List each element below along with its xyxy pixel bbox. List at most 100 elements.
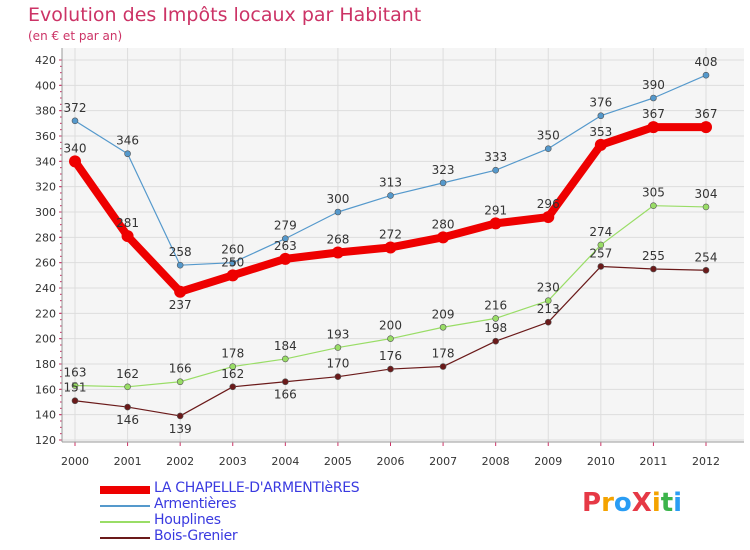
data-label: 193 bbox=[326, 328, 349, 342]
data-point bbox=[439, 323, 447, 331]
x-tick-label: 2001 bbox=[114, 455, 142, 468]
y-tick-label: 420 bbox=[35, 54, 56, 67]
data-point bbox=[492, 166, 499, 174]
data-point bbox=[650, 94, 657, 102]
line-chart: 120 140 160 180 200 220 240 260 280 300 320 340 360 3… bbox=[35, 48, 744, 468]
y-tick-label: 240 bbox=[35, 282, 56, 295]
data-label: 323 bbox=[432, 163, 455, 177]
data-label: 178 bbox=[432, 347, 455, 361]
logo-letter: X bbox=[631, 488, 652, 518]
data-point bbox=[174, 285, 187, 298]
data-point bbox=[492, 337, 499, 345]
data-label: 274 bbox=[589, 225, 612, 239]
data-label: 367 bbox=[695, 107, 718, 121]
data-label: 304 bbox=[695, 187, 718, 201]
data-point bbox=[594, 138, 607, 151]
data-point bbox=[282, 355, 289, 363]
data-label: 184 bbox=[274, 339, 297, 353]
data-label: 176 bbox=[379, 349, 402, 363]
data-label: 200 bbox=[379, 319, 402, 333]
data-point bbox=[331, 246, 344, 259]
data-point bbox=[279, 252, 292, 265]
x-tick-label: 2005 bbox=[324, 455, 352, 468]
x-tick-label: 2009 bbox=[534, 455, 562, 468]
legend-swatch bbox=[100, 537, 150, 539]
data-point bbox=[439, 179, 447, 187]
data-label: 390 bbox=[642, 78, 665, 92]
data-label: 353 bbox=[589, 125, 612, 139]
data-point bbox=[700, 121, 712, 134]
data-label: 198 bbox=[484, 321, 507, 335]
data-label: 260 bbox=[221, 243, 244, 257]
data-label: 350 bbox=[537, 129, 560, 143]
x-tick-label: 2007 bbox=[429, 455, 457, 468]
data-point bbox=[71, 382, 79, 389]
data-label: 139 bbox=[169, 422, 192, 436]
data-label: 281 bbox=[116, 216, 139, 230]
legend-label: Bois-Grenier bbox=[154, 528, 238, 544]
data-point bbox=[702, 203, 710, 211]
data-point bbox=[124, 150, 131, 158]
data-label: 268 bbox=[326, 233, 349, 247]
data-point bbox=[176, 412, 184, 420]
data-point bbox=[597, 263, 605, 270]
data-point bbox=[702, 266, 710, 274]
data-point bbox=[121, 230, 134, 243]
y-tick-label: 320 bbox=[35, 181, 56, 194]
data-point bbox=[229, 259, 237, 266]
y-tick-label: 140 bbox=[35, 409, 56, 422]
x-tick-label: 2003 bbox=[219, 455, 247, 468]
data-point bbox=[229, 363, 237, 370]
data-point bbox=[226, 269, 239, 282]
data-point bbox=[176, 261, 184, 269]
x-tick-label: 2012 bbox=[692, 455, 720, 468]
data-point bbox=[387, 192, 394, 199]
y-tick-label: 400 bbox=[35, 79, 56, 92]
data-point bbox=[124, 383, 131, 391]
data-label: 305 bbox=[642, 186, 665, 200]
data-point bbox=[334, 373, 342, 380]
logo-letter: P bbox=[582, 488, 602, 518]
logo-letter: o bbox=[613, 488, 632, 518]
data-point bbox=[544, 318, 552, 326]
data-point bbox=[489, 217, 502, 230]
data-label: 178 bbox=[221, 347, 244, 361]
y-tick-label: 180 bbox=[35, 358, 56, 371]
data-point bbox=[439, 363, 447, 370]
data-point bbox=[71, 117, 79, 125]
y-tick-label: 160 bbox=[35, 383, 56, 396]
chart-title: Evolution des Impôts locaux par Habitant bbox=[28, 4, 422, 26]
data-point bbox=[334, 208, 342, 216]
data-label: 162 bbox=[116, 367, 139, 381]
data-point bbox=[387, 365, 394, 373]
data-point bbox=[702, 71, 710, 79]
logo-letter: i bbox=[651, 488, 661, 518]
data-label: 162 bbox=[221, 367, 244, 381]
data-point bbox=[229, 383, 237, 391]
data-label: 237 bbox=[169, 298, 192, 312]
y-tick-label: 260 bbox=[35, 257, 56, 270]
x-tick-label: 2010 bbox=[587, 455, 615, 468]
axes: 120 140 160 180 200 220 240 260 280 300 320 340 360 3… bbox=[35, 48, 744, 468]
series-lines bbox=[69, 71, 712, 420]
data-label: 372 bbox=[64, 101, 87, 115]
data-point bbox=[282, 378, 289, 386]
y-tick-label: 120 bbox=[35, 434, 56, 447]
data-point bbox=[334, 344, 342, 351]
chart-subtitle: (en € et par an) bbox=[28, 29, 123, 43]
data-label: 340 bbox=[64, 141, 87, 155]
data-label: 151 bbox=[64, 381, 87, 395]
y-tick-label: 280 bbox=[35, 231, 56, 244]
proxiti-logo: ProXiti bbox=[582, 488, 682, 518]
legend-swatch bbox=[100, 486, 150, 494]
legend-label: LA CHAPELLE-D'ARMENTIèRES bbox=[154, 480, 360, 496]
y-tick-label: 380 bbox=[35, 105, 56, 118]
y-tick-label: 220 bbox=[35, 307, 56, 320]
data-point bbox=[597, 112, 605, 120]
legend-label: Houplines bbox=[154, 512, 221, 528]
y-tick-label: 360 bbox=[35, 130, 56, 143]
data-point bbox=[437, 231, 450, 244]
logo-letter: i bbox=[673, 488, 683, 518]
data-point bbox=[387, 335, 394, 342]
data-point bbox=[69, 155, 81, 168]
